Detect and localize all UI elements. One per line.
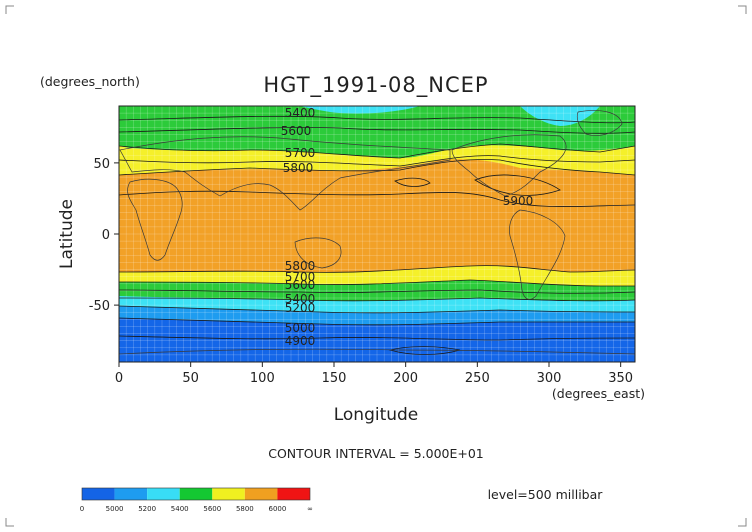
- x-tick-label: 100: [250, 371, 275, 386]
- colorbar-label: 5600: [203, 505, 221, 513]
- plot-area: 5400560057005800590058005700560054005200…: [118, 105, 636, 363]
- y-axis-label: Latitude: [57, 199, 77, 269]
- plot-title: HGT_1991-08_NCEP: [263, 73, 488, 98]
- x-tick-label: 50: [182, 371, 199, 386]
- contour-interval-text: CONTOUR INTERVAL = 5.000E+01: [268, 446, 484, 461]
- antarctica-outline: [119, 348, 635, 355]
- y-tick-label: 0: [102, 228, 110, 243]
- corner-marks: [5, 5, 747, 527]
- colorbar-label: 5400: [171, 505, 189, 513]
- australia-outline: [294, 237, 342, 269]
- contour-label: 5800: [285, 259, 316, 273]
- colorbar-swatch: [147, 488, 180, 500]
- eurasia-outline: [119, 136, 451, 211]
- contour-label: 5900: [503, 194, 534, 208]
- colorbar-swatch: [114, 488, 148, 500]
- north-america-outline: [451, 134, 567, 197]
- x-units-label: (degrees_east): [552, 386, 645, 401]
- colorbar-label: 5200: [138, 505, 156, 513]
- band-green-north: [119, 106, 635, 158]
- colorbar: 0 5000 5200 5400 5600 5800 6000 ∞: [80, 487, 313, 513]
- y-tick-label: -50: [89, 299, 110, 314]
- colorbar-swatch: [212, 488, 245, 500]
- x-tick-label: 350: [608, 371, 633, 386]
- colorbar-swatch: [244, 488, 278, 500]
- contour-label: 5200: [285, 301, 316, 315]
- contour-label: 5600: [281, 124, 312, 138]
- colorbar-label: 5800: [236, 505, 254, 513]
- x-tick-label: 0: [115, 371, 123, 386]
- contour-label: 5000: [285, 321, 316, 335]
- colorbar-swatch: [179, 488, 213, 500]
- contour-label: 5700: [285, 270, 316, 284]
- contour-labels: 5400560057005800590058005700560054005200…: [281, 106, 534, 348]
- x-axis-label: Longitude: [334, 405, 419, 425]
- contour-label: 5700: [285, 146, 316, 160]
- contour-label: 5400: [285, 106, 316, 120]
- band-cyan-north: [300, 106, 420, 114]
- contour-label: 5600: [285, 278, 316, 292]
- colorbar-swatch: [82, 488, 115, 500]
- colorbar-label: 0: [80, 505, 84, 513]
- x-tick-label: 300: [537, 371, 562, 386]
- colorbar-label: 6000: [269, 505, 287, 513]
- x-tick-label: 150: [322, 371, 347, 386]
- colorbar-swatch: [277, 488, 310, 500]
- coastlines: [119, 110, 635, 355]
- y-units-label: (degrees_north): [40, 74, 140, 89]
- contour-label: 4900: [285, 334, 316, 348]
- contour-label: 5400: [285, 292, 316, 306]
- y-tick-label: 50: [93, 157, 110, 172]
- colorbar-frame: [81, 487, 311, 501]
- y-axis-ticks: 50 0 -50: [89, 157, 119, 314]
- south-america-outline: [509, 209, 566, 300]
- band-cyan-north-2: [520, 106, 600, 126]
- colorbar-label: 5000: [106, 505, 124, 513]
- colorbar-label: ∞: [307, 505, 313, 513]
- x-tick-label: 200: [393, 371, 418, 386]
- contour-lines: [119, 115, 635, 355]
- greenland-outline: [576, 110, 623, 136]
- level-text: level=500 millibar: [488, 487, 604, 502]
- africa-outline: [127, 178, 183, 261]
- x-axis-ticks: 0 50 100 150 200 250 300 350: [115, 362, 633, 386]
- contour-label: 5800: [283, 161, 314, 175]
- x-tick-label: 250: [465, 371, 490, 386]
